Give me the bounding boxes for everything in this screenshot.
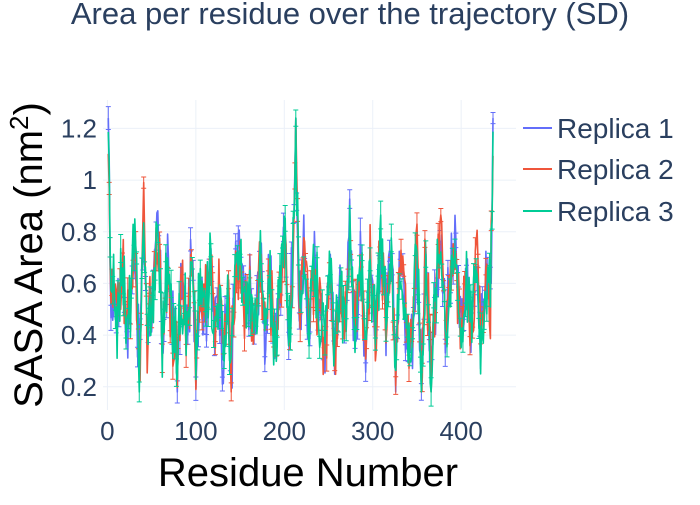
y-tick-label-5: 1.2 <box>61 113 97 143</box>
series-replica-3 <box>107 109 495 407</box>
y-tick-label-0: 0.2 <box>61 372 97 402</box>
series-layer <box>105 106 496 407</box>
x-axis-ticks: 0 100 200 300 400 <box>100 416 483 446</box>
legend-label-replica-3: Replica 3 <box>557 196 674 227</box>
y-axis-title-main: SASA Area (nm <box>7 130 51 408</box>
x-tick-label-0: 0 <box>100 416 114 446</box>
y-tick-label-1: 0.4 <box>61 320 97 350</box>
chart-title: Area per residue over the trajectory (SD… <box>71 0 629 31</box>
x-tick-label-4: 400 <box>439 416 482 446</box>
legend-item-replica-3[interactable]: Replica 3 <box>523 196 674 227</box>
x-tick-label-1: 100 <box>174 416 217 446</box>
legend: Replica 1 Replica 2 Replica 3 <box>523 113 674 227</box>
x-tick-label-2: 200 <box>263 416 306 446</box>
y-axis-title-close: ) <box>7 102 51 115</box>
y-tick-label-4: 1 <box>83 165 97 195</box>
y-tick-label-2: 0.6 <box>61 268 97 298</box>
legend-label-replica-1: Replica 1 <box>557 113 674 144</box>
y-tick-label-3: 0.8 <box>61 217 97 247</box>
y-axis-title-superscript: 2 <box>4 115 34 129</box>
x-tick-label-3: 300 <box>351 416 394 446</box>
legend-item-replica-2[interactable]: Replica 2 <box>523 154 674 185</box>
y-axis-title: SASA Area (nm2) <box>4 102 51 408</box>
legend-item-replica-1[interactable]: Replica 1 <box>523 113 674 144</box>
y-axis-ticks: 0.2 0.4 0.6 0.8 1 1.2 <box>61 113 97 401</box>
series-line-replica-3[interactable] <box>107 117 494 393</box>
x-axis-title: Residue Number <box>158 451 458 495</box>
legend-label-replica-2: Replica 2 <box>557 154 674 185</box>
